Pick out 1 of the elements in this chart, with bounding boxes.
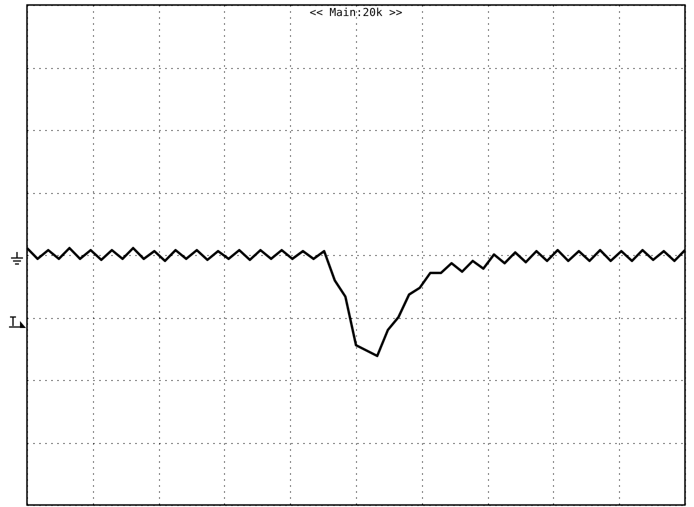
chart-title: << Main:20k >> xyxy=(310,6,403,19)
